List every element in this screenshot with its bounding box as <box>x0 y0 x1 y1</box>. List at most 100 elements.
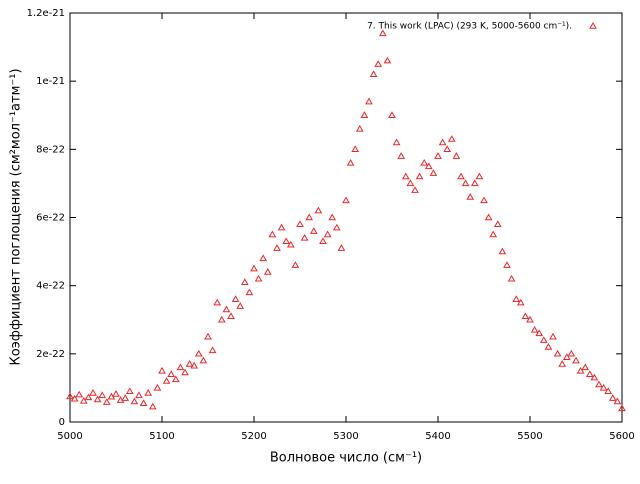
data-point <box>365 97 373 105</box>
data-point <box>305 213 314 221</box>
x-tick-label: 5300 <box>333 431 358 442</box>
data-point <box>112 390 120 397</box>
data-point <box>319 237 327 245</box>
data-point <box>162 377 171 384</box>
data-point <box>181 368 189 376</box>
y-tick-label: 1e-21 <box>36 76 65 87</box>
data-point <box>429 169 438 176</box>
data-point <box>130 397 139 405</box>
x-tick-label: 5600 <box>609 431 634 442</box>
data-point <box>544 343 553 350</box>
data-point <box>392 138 401 146</box>
data-point <box>424 162 433 170</box>
data-point <box>493 220 502 228</box>
data-point <box>535 329 544 337</box>
y-tick-label: 6e-22 <box>36 213 65 224</box>
data-point <box>259 254 268 262</box>
data-point <box>503 261 511 268</box>
data-point <box>240 278 249 285</box>
data-point <box>93 395 102 403</box>
y-tick-label: 8e-22 <box>36 144 65 155</box>
data-point <box>70 394 79 402</box>
data-point <box>553 349 562 357</box>
data-point <box>604 387 613 395</box>
data-point <box>217 315 226 323</box>
data-point <box>516 298 525 306</box>
data-point <box>185 360 194 367</box>
data-point <box>121 394 130 401</box>
data-point <box>595 380 603 388</box>
data-point <box>227 312 235 320</box>
data-point <box>374 60 383 67</box>
data-point <box>558 360 567 367</box>
data-point <box>618 404 626 412</box>
data-point <box>539 336 548 343</box>
data-point <box>309 227 318 234</box>
data-point <box>406 179 415 187</box>
data-point <box>176 363 185 371</box>
data-point <box>282 237 291 245</box>
data-point <box>222 305 231 313</box>
data-point <box>236 302 245 309</box>
data-point <box>337 244 346 251</box>
data-point <box>204 332 212 340</box>
data-point <box>84 393 93 401</box>
data-point <box>171 375 180 383</box>
data-point <box>346 158 355 166</box>
data-point <box>498 247 507 255</box>
data-point <box>480 196 488 204</box>
data-point <box>585 370 594 377</box>
data-point <box>466 193 475 200</box>
data-point <box>415 172 424 180</box>
data-point <box>245 288 254 296</box>
data-point <box>277 223 286 231</box>
data-point <box>208 346 217 354</box>
y-tick-label: 4e-22 <box>36 281 65 292</box>
y-tick-label: 2e-22 <box>36 349 65 360</box>
x-tick-label: 5000 <box>57 431 82 442</box>
data-point <box>102 398 111 405</box>
x-axis-label: Волновое число (см⁻¹) <box>270 451 422 466</box>
data-point <box>457 172 465 180</box>
data-point <box>452 152 461 159</box>
x-tick-label: 5500 <box>517 431 542 442</box>
data-point <box>530 325 539 333</box>
data-point <box>512 295 521 302</box>
data-point <box>144 389 153 396</box>
data-point <box>355 124 364 132</box>
data-point <box>254 274 263 282</box>
data-point <box>507 274 516 282</box>
data-point <box>98 391 107 399</box>
data-point <box>411 186 419 193</box>
data-point <box>420 158 429 166</box>
data-point <box>562 353 571 360</box>
data-point <box>231 295 240 302</box>
data-point <box>158 366 166 374</box>
data-point <box>443 145 452 153</box>
data-point <box>351 145 360 153</box>
data-point <box>89 389 97 396</box>
data-point <box>526 315 534 323</box>
data-point <box>484 213 493 221</box>
data-point <box>613 397 622 405</box>
data-point <box>66 392 74 400</box>
data-point <box>434 152 442 159</box>
data-point <box>489 230 498 238</box>
data-point <box>342 196 350 204</box>
data-point <box>75 390 84 398</box>
data-point <box>581 363 590 371</box>
data-point <box>194 349 203 357</box>
data-point <box>397 152 406 159</box>
data-point <box>167 370 176 377</box>
data-point <box>438 138 447 146</box>
data-point <box>139 399 148 406</box>
data-point <box>521 312 530 320</box>
data-point <box>153 383 162 391</box>
data-point <box>576 366 585 374</box>
data-point <box>286 240 295 248</box>
data-point <box>148 402 157 410</box>
data-point <box>314 206 323 214</box>
y-tick-label: 0 <box>59 417 65 428</box>
data-point <box>291 261 300 268</box>
